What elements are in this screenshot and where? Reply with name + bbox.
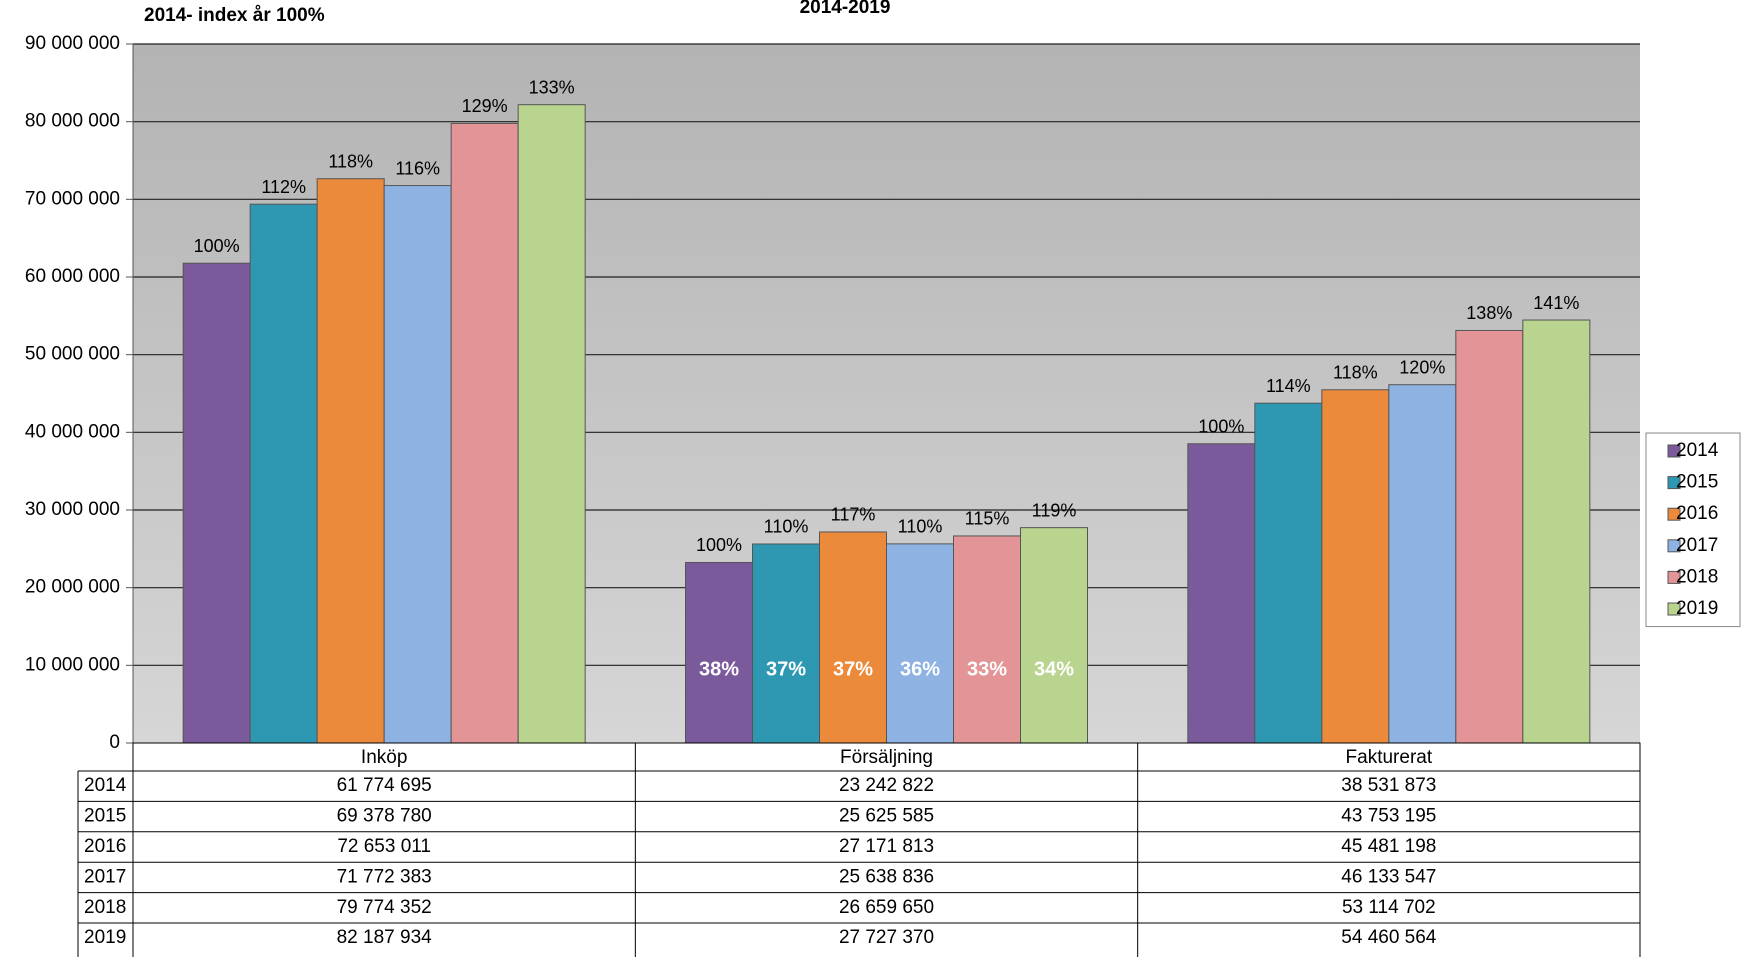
bar	[953, 535, 1021, 744]
bar	[450, 122, 519, 744]
bar	[752, 543, 820, 744]
bar	[182, 262, 251, 744]
table-cell: 43 753 195	[1341, 806, 1436, 827]
x-tick-label: Försäljning	[840, 747, 933, 768]
table-cell: 53 114 702	[1342, 897, 1436, 918]
bar	[1455, 329, 1524, 744]
legend-label: 2014	[1676, 440, 1719, 461]
table-cell: 45 481 198	[1341, 836, 1436, 857]
y-tick-label: 90 000 000	[25, 33, 120, 54]
bar	[886, 543, 954, 744]
index-label: 133%	[529, 77, 575, 97]
bar	[1187, 443, 1256, 744]
share-label: 37%	[833, 658, 873, 680]
bar	[249, 203, 318, 744]
y-tick-label: 40 000 000	[25, 421, 120, 442]
bar	[383, 185, 452, 744]
legend-swatch	[1667, 570, 1681, 584]
legend-label: 2018	[1676, 566, 1718, 587]
table-cell: 25 625 585	[839, 806, 934, 827]
x-tick-label: Inköp	[361, 747, 407, 768]
table-cell: 54 460 564	[1341, 927, 1437, 948]
index-label: 118%	[328, 151, 373, 171]
y-tick-label: 80 000 000	[25, 111, 120, 132]
index-label: 100%	[1198, 416, 1244, 436]
table-cell: 38 531 873	[1341, 775, 1436, 796]
index-label: 117%	[831, 505, 876, 525]
y-tick-label: 10 000 000	[25, 654, 120, 675]
table-cell: 72 653 011	[337, 836, 431, 857]
index-label: 118%	[1333, 363, 1378, 383]
bar	[1254, 402, 1323, 744]
index-label: 141%	[1533, 293, 1579, 313]
y-tick-label: 0	[109, 732, 120, 753]
index-label: 120%	[1399, 357, 1445, 377]
bar	[517, 104, 586, 744]
bar	[1388, 384, 1457, 744]
table-cell: 46 133 547	[1341, 866, 1436, 887]
bar	[316, 178, 385, 744]
share-label: 34%	[1034, 658, 1074, 680]
table-cell: 79 774 352	[337, 897, 432, 918]
y-tick-label: 20 000 000	[25, 577, 120, 598]
y-tick-label: 70 000 000	[25, 188, 120, 209]
index-label: 110%	[764, 517, 809, 537]
x-tick-label: Fakturerat	[1346, 747, 1433, 768]
index-label: 100%	[696, 535, 742, 555]
index-label: 115%	[965, 509, 1010, 529]
bar	[1020, 527, 1088, 744]
chart-title: 2014-2019	[800, 0, 891, 18]
table-cell: 71 772 383	[337, 866, 432, 887]
table-row-label: 2019	[84, 927, 126, 948]
index-label: 116%	[395, 158, 440, 178]
legend-label: 2019	[1676, 598, 1718, 619]
table-row-label: 2016	[84, 836, 126, 857]
table-cell: 27 171 813	[839, 836, 934, 857]
index-label: 110%	[898, 517, 943, 537]
table-row-label: 2015	[84, 806, 126, 827]
bar	[685, 561, 753, 744]
legend-label: 2017	[1676, 535, 1718, 556]
table-cell: 26 659 650	[839, 897, 934, 918]
legend-swatch	[1667, 476, 1681, 490]
share-label: 36%	[900, 658, 940, 680]
table-cell: 69 378 780	[337, 806, 432, 827]
share-label: 38%	[699, 658, 739, 680]
share-label: 33%	[967, 658, 1007, 680]
table-cell: 25 638 836	[839, 866, 934, 887]
table-cell: 23 242 822	[839, 775, 934, 796]
table-cell: 27 727 370	[839, 927, 934, 948]
legend-frame	[1645, 432, 1741, 628]
y-tick-label: 60 000 000	[25, 266, 120, 287]
bar	[819, 531, 887, 744]
index-label: 114%	[1266, 376, 1311, 396]
table-row-label: 2017	[84, 866, 126, 887]
index-label: 138%	[1466, 303, 1512, 323]
legend-label: 2015	[1676, 472, 1718, 493]
legend-swatch	[1667, 507, 1681, 521]
index-label: 129%	[462, 96, 508, 116]
legend-swatch	[1667, 602, 1681, 616]
table-row-label: 2018	[84, 897, 126, 918]
y-tick-label: 30 000 000	[25, 499, 120, 520]
table-cell: 61 774 695	[337, 775, 432, 796]
legend-swatch	[1667, 444, 1681, 458]
legend-swatch	[1667, 539, 1681, 553]
table-cell: 82 187 934	[337, 927, 433, 948]
y-tick-label: 50 000 000	[25, 344, 120, 365]
table-row-label: 2014	[84, 775, 127, 796]
chart-subtitle: 2014- index år 100%	[144, 5, 325, 26]
index-label: 112%	[261, 177, 306, 197]
index-label: 100%	[194, 236, 240, 256]
share-label: 37%	[766, 658, 806, 680]
bar	[1321, 389, 1390, 744]
legend-label: 2016	[1676, 503, 1718, 524]
index-label: 119%	[1032, 500, 1077, 520]
bar	[1522, 319, 1591, 744]
